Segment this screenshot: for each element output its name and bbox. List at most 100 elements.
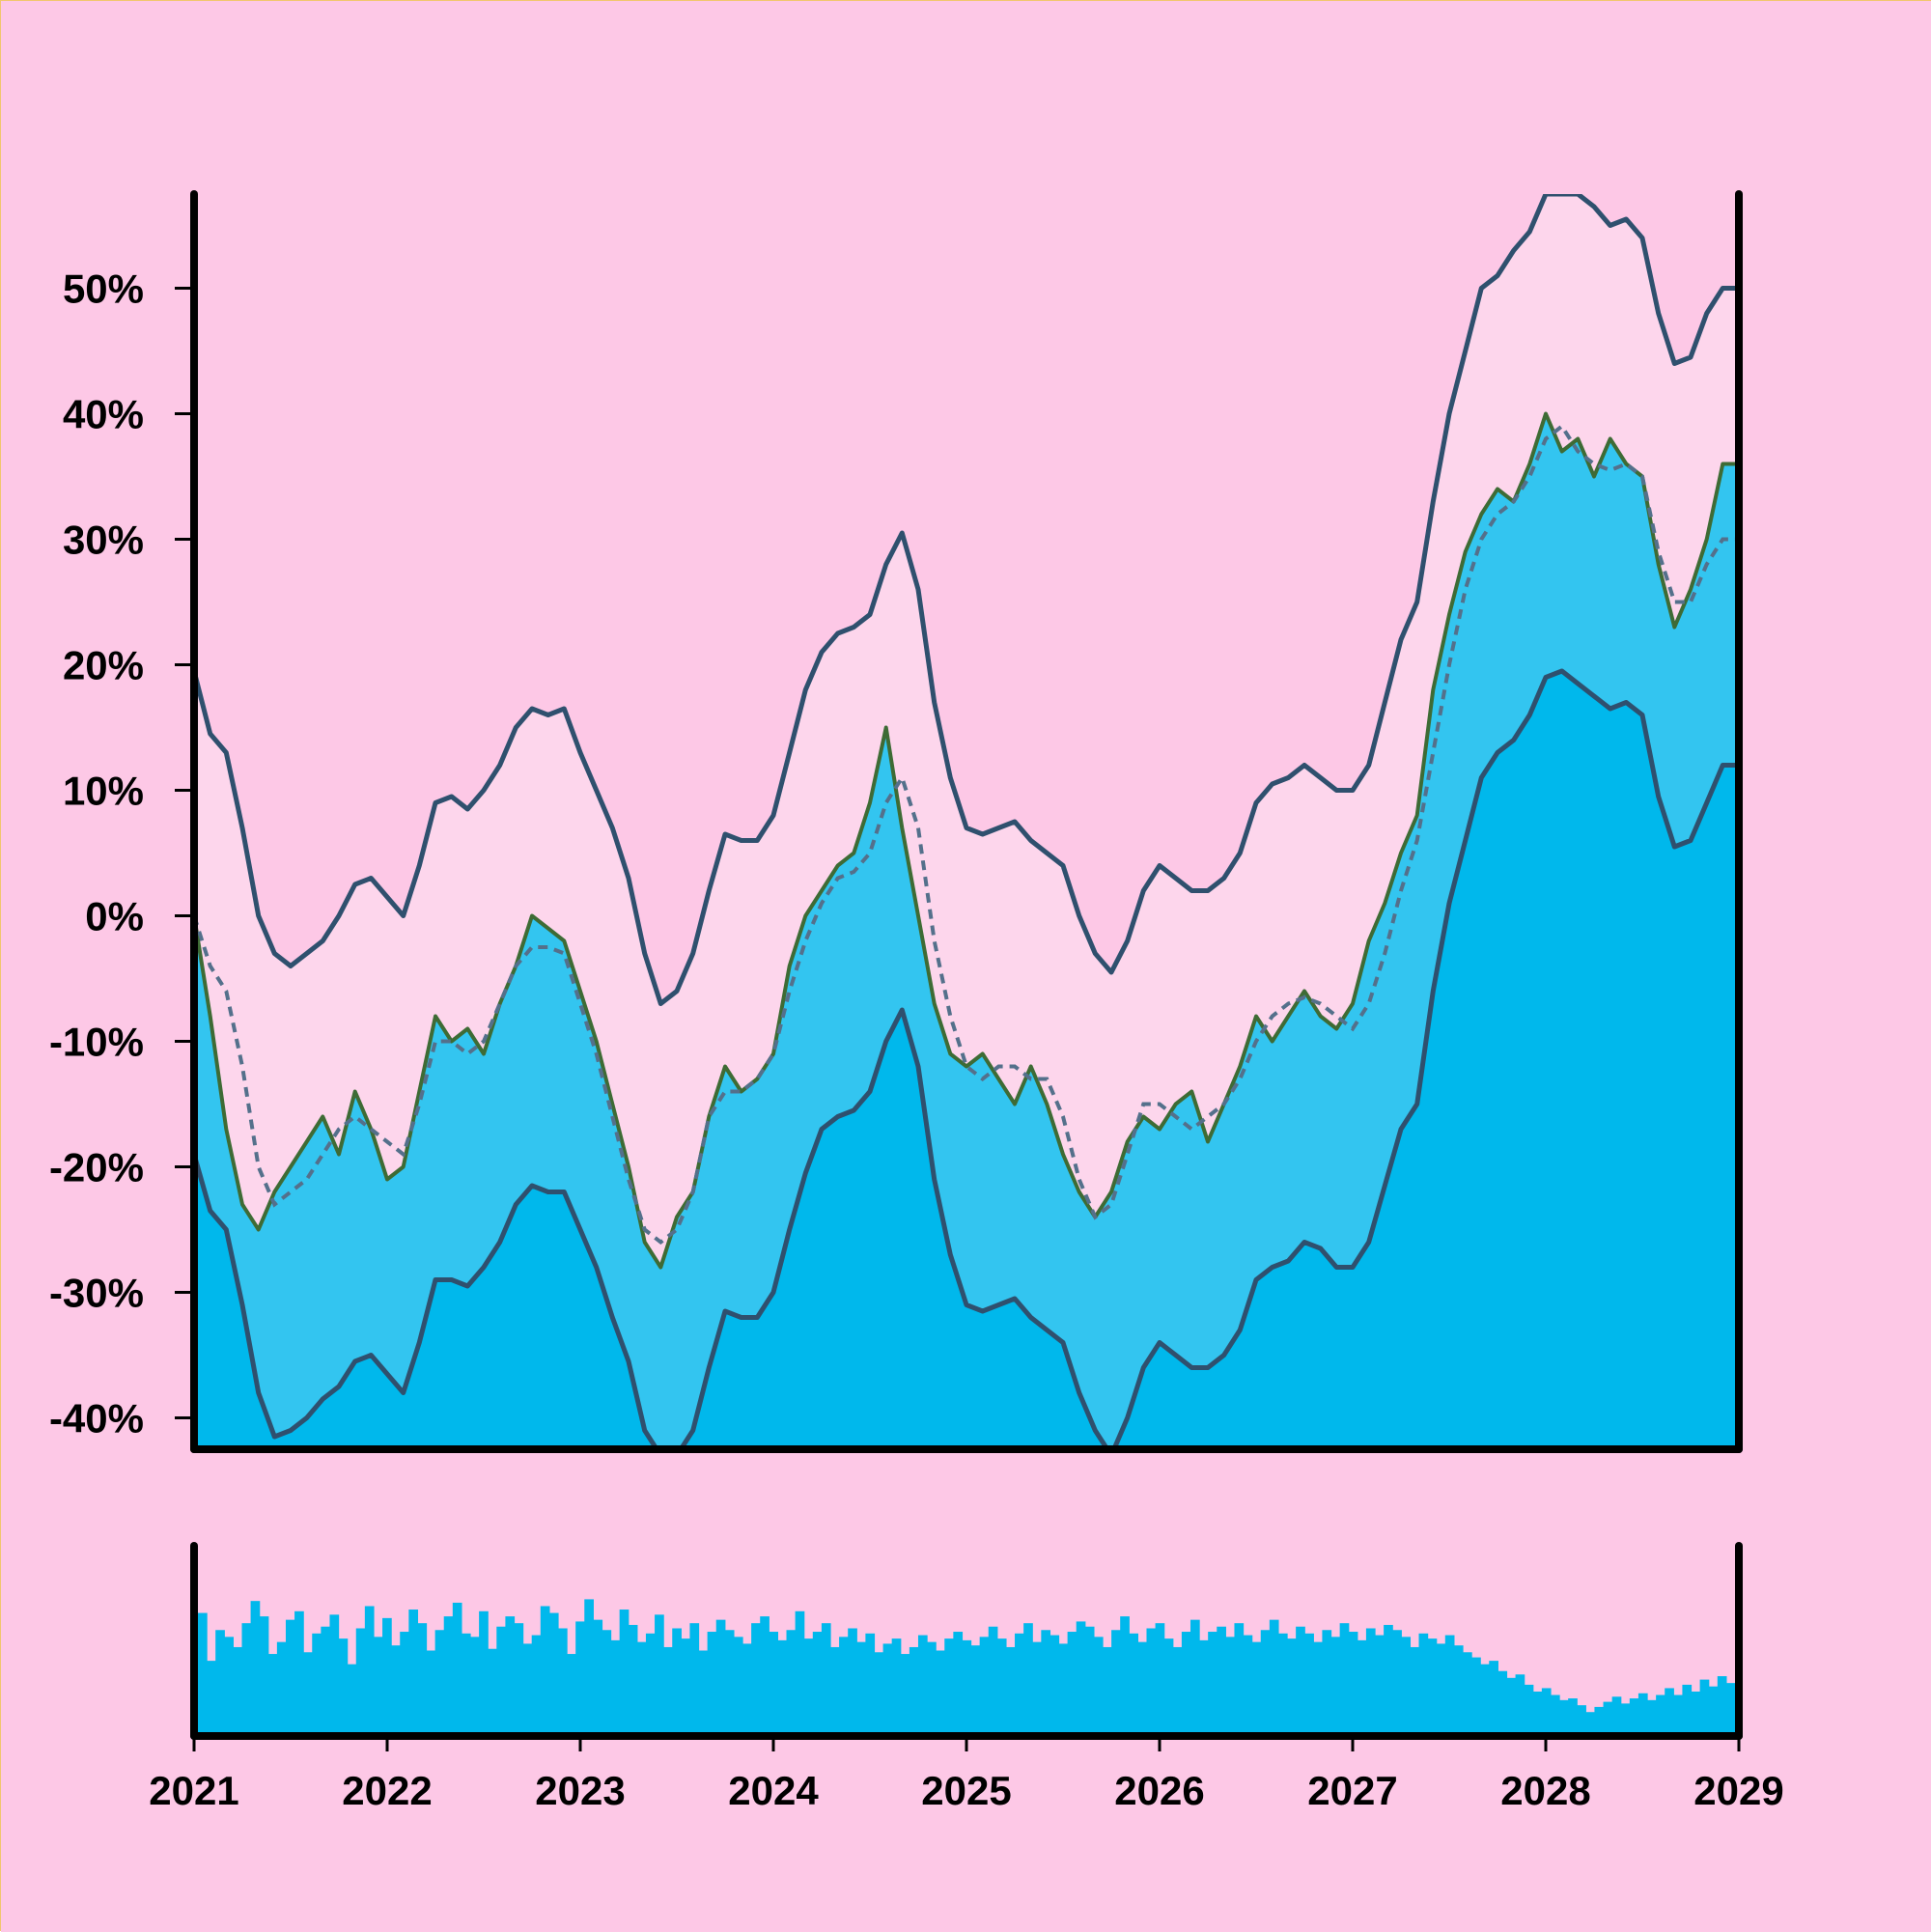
y-tick-label: 50% [63,266,144,312]
volume-bar [1023,1623,1033,1736]
volume-bar [548,1612,559,1736]
volume-plot [198,1599,1736,1736]
y-tick-label: -20% [49,1145,144,1190]
volume-bar [584,1599,594,1736]
volume-bar [1656,1694,1665,1736]
volume-bar [953,1632,964,1736]
volume-bar [917,1635,928,1736]
x-tick-label: 2021 [149,1768,238,1813]
lower-band-fill [194,671,1739,1449]
volume-bar [1637,1693,1648,1736]
volume-bar [1251,1641,1262,1736]
y-tick-label: 0% [85,894,144,939]
volume-bar [1603,1701,1613,1736]
volume-bar [303,1652,313,1736]
volume-bar [848,1628,857,1736]
price-line [194,411,1739,1270]
volume-bar [461,1633,471,1736]
volume-bar [944,1638,954,1736]
volume-bar [1497,1670,1508,1736]
lower-envelope-line [194,668,1739,1449]
volume-bar [496,1626,506,1736]
volume-bar [1725,1683,1736,1736]
volume-bar [610,1639,621,1736]
volume-bar [1418,1633,1429,1736]
volume-bar [321,1626,331,1736]
volume-bar [865,1633,876,1736]
volume-bar [1076,1621,1086,1736]
volume-bar [821,1623,831,1736]
volume-bar [1559,1699,1569,1736]
volume-bar [1287,1638,1297,1736]
volume-bar [1339,1623,1350,1736]
volume-bar [786,1630,797,1736]
volume-bar [1155,1623,1165,1736]
volume-bar [267,1654,278,1736]
volume-bar [1146,1628,1157,1736]
volume-bar [400,1632,409,1736]
volume-bar [769,1632,779,1736]
y-tick-label: 20% [63,643,144,688]
volume-bar [1269,1619,1279,1736]
volume-bar [1032,1641,1042,1736]
volume-bar [434,1630,445,1736]
x-tick-label: 2024 [728,1768,819,1813]
volume-bar [1506,1677,1517,1736]
x-tick-label: 2026 [1114,1768,1204,1813]
volume-bar [1708,1686,1719,1736]
volume-bar [417,1623,428,1736]
volume-bar [663,1646,673,1736]
volume-bar [198,1612,208,1736]
volume-bar [1199,1639,1209,1736]
volume-bar [1129,1633,1138,1736]
volume-bar [829,1646,840,1736]
volume-bar [1444,1635,1455,1736]
volume-bar [1647,1699,1657,1736]
volume-bar [909,1646,919,1736]
volume-bar [1436,1643,1446,1736]
volume-bar [733,1637,743,1736]
y-tick-label: -40% [49,1396,144,1442]
moving-average-line [194,423,1739,1246]
volume-bar [1084,1626,1095,1736]
volume-bar [681,1638,691,1736]
volume-bar [347,1664,357,1736]
volume-bar [338,1638,349,1736]
volume-bar [1541,1688,1552,1736]
volume-bar [900,1654,910,1736]
volume-bar [655,1614,664,1736]
volume-bar [488,1648,497,1736]
volume-bar [1357,1639,1367,1736]
volume-bar [1111,1630,1121,1736]
volume-bar [777,1639,788,1736]
volume-bar [593,1619,603,1736]
volume-bar [479,1610,489,1736]
volume-bar [619,1610,630,1736]
volume-bar [715,1619,726,1736]
volume-bar [567,1654,576,1736]
volume-bar [1277,1633,1288,1736]
volume-bar [1189,1619,1200,1736]
y-tick-label: 10% [63,769,144,814]
volume-bar [233,1646,243,1736]
volume-bar [1515,1674,1525,1736]
volume-bar [1717,1676,1727,1736]
axes [175,190,1743,1751]
volume-bar [689,1623,700,1736]
volume-bar [1225,1637,1236,1736]
volume-bar [1673,1694,1684,1736]
volume-bar [294,1610,304,1736]
volume-bar [207,1661,216,1736]
volume-bar [1691,1691,1701,1736]
volume-bar [1217,1626,1226,1736]
volume-bar [1585,1712,1596,1736]
volume-bar [514,1623,524,1736]
volume-bar [1568,1698,1578,1736]
volume-bar [1365,1628,1376,1736]
volume-bar [1041,1630,1051,1736]
volume-bar [1296,1626,1305,1736]
volume-bar [1234,1623,1245,1736]
volume-bar [874,1652,884,1736]
volume-bar [936,1650,945,1736]
volume-bar [1093,1637,1104,1736]
